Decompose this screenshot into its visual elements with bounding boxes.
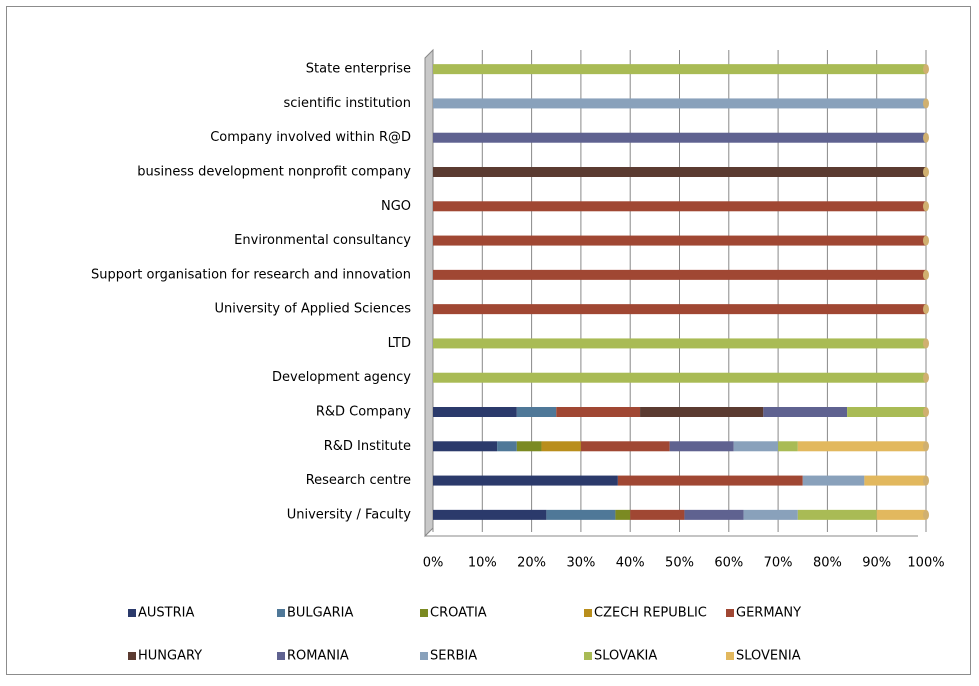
bar-segment (684, 509, 744, 520)
legend-swatch (726, 609, 734, 617)
legend-label: BULGARIA (287, 606, 354, 621)
bar-segment (433, 64, 926, 75)
bar-cap (923, 407, 929, 417)
bar-segment (763, 407, 848, 417)
bar-segment (797, 509, 877, 520)
bar-cap (923, 167, 929, 177)
back-wall (424, 48, 434, 538)
bar-segment (546, 509, 616, 520)
legend-label: CZECH REPUBLIC (594, 606, 707, 621)
y-tick-label: R&D Company (316, 405, 411, 420)
legend-label: GERMANY (736, 606, 801, 621)
legend-swatch (726, 652, 734, 660)
y-tick-label: business development nonprofit company (137, 165, 411, 180)
bar-segment (433, 372, 926, 383)
bar-segment (864, 475, 926, 486)
bar-segment (433, 441, 498, 452)
bar-segment (433, 201, 926, 212)
bar-segment (556, 407, 641, 417)
bar-cap (923, 338, 929, 349)
bar-segment (778, 441, 798, 452)
bar-segment (433, 167, 926, 177)
bar-segment (743, 509, 798, 520)
y-tick-label: Development agency (272, 370, 411, 385)
bar-cap (923, 509, 929, 520)
legend-label: SERBIA (430, 649, 477, 664)
bar-segment (580, 441, 670, 452)
x-tick-label: 10% (468, 556, 497, 571)
x-tick-label: 80% (813, 556, 842, 571)
x-tick-label: 50% (665, 556, 694, 571)
bar-cap (923, 475, 929, 486)
x-tick-label: 100% (907, 556, 944, 571)
legend-swatch (420, 652, 428, 660)
y-tick-label: State enterprise (306, 62, 411, 77)
bar-segment (433, 269, 926, 280)
bar-segment (541, 441, 581, 452)
legend-swatch (277, 609, 285, 617)
bar-segment (433, 235, 926, 246)
x-tick-label: 20% (517, 556, 546, 571)
legend-swatch (277, 652, 285, 660)
bar-segment (669, 441, 734, 452)
y-tick-label: Research centre (306, 473, 411, 488)
bar-segment (617, 475, 803, 486)
x-tick-label: 40% (616, 556, 645, 571)
legend-swatch (128, 609, 136, 617)
y-tick-label: NGO (381, 199, 411, 214)
x-tick-label: 30% (566, 556, 595, 571)
bar-segment (797, 441, 926, 452)
bar-cap (923, 98, 929, 109)
legend-label: ROMANIA (287, 649, 349, 664)
bar-segment (433, 475, 618, 486)
legend-label: SLOVAKIA (594, 649, 657, 664)
legend-swatch (584, 609, 592, 617)
bar-segment (516, 441, 542, 452)
bar-segment (433, 338, 926, 349)
bar-cap (923, 235, 929, 246)
bar-cap (923, 372, 929, 383)
y-tick-label: R&D Institute (324, 439, 411, 454)
y-tick-label: scientific institution (283, 96, 411, 111)
y-tick-label: University of Applied Sciences (214, 302, 411, 317)
y-tick-label: Environmental consultancy (234, 233, 411, 248)
legend-label: HUNGARY (138, 649, 202, 664)
bar-segment (615, 509, 631, 520)
legend-swatch (584, 652, 592, 660)
x-tick-label: 70% (764, 556, 793, 571)
bar-segment (433, 304, 926, 315)
legend-swatch (420, 609, 428, 617)
bar-segment (876, 509, 926, 520)
x-tick-label: 60% (714, 556, 743, 571)
legend-label: CROATIA (430, 606, 487, 621)
bar-cap (923, 441, 929, 452)
bar-segment (847, 407, 926, 417)
bar-segment (433, 407, 517, 417)
legend-swatch (128, 652, 136, 660)
bar-segment (433, 509, 547, 520)
bar-segment (516, 407, 557, 417)
legend-label: AUSTRIA (138, 606, 194, 621)
bar-cap (923, 269, 929, 280)
bar-segment (640, 407, 764, 417)
y-tick-label: University / Faculty (287, 507, 412, 522)
bar-segment (733, 441, 779, 452)
y-tick-label: Support organisation for research and in… (91, 267, 411, 282)
bar-segment (802, 475, 865, 486)
legend-label: SLOVENIA (736, 649, 801, 664)
bar-cap (923, 201, 929, 212)
bar-cap (923, 132, 929, 143)
x-tick-label: 90% (862, 556, 891, 571)
y-tick-label: Company involved within R@D (210, 130, 411, 145)
bar-cap (923, 64, 929, 75)
bar-cap (923, 304, 929, 315)
x-tick-label: 0% (423, 556, 444, 571)
y-tick-label: LTD (388, 336, 411, 351)
bar-segment (433, 132, 926, 143)
bar-segment (630, 509, 685, 520)
bar-segment (433, 98, 926, 109)
bar-segment (497, 441, 517, 452)
